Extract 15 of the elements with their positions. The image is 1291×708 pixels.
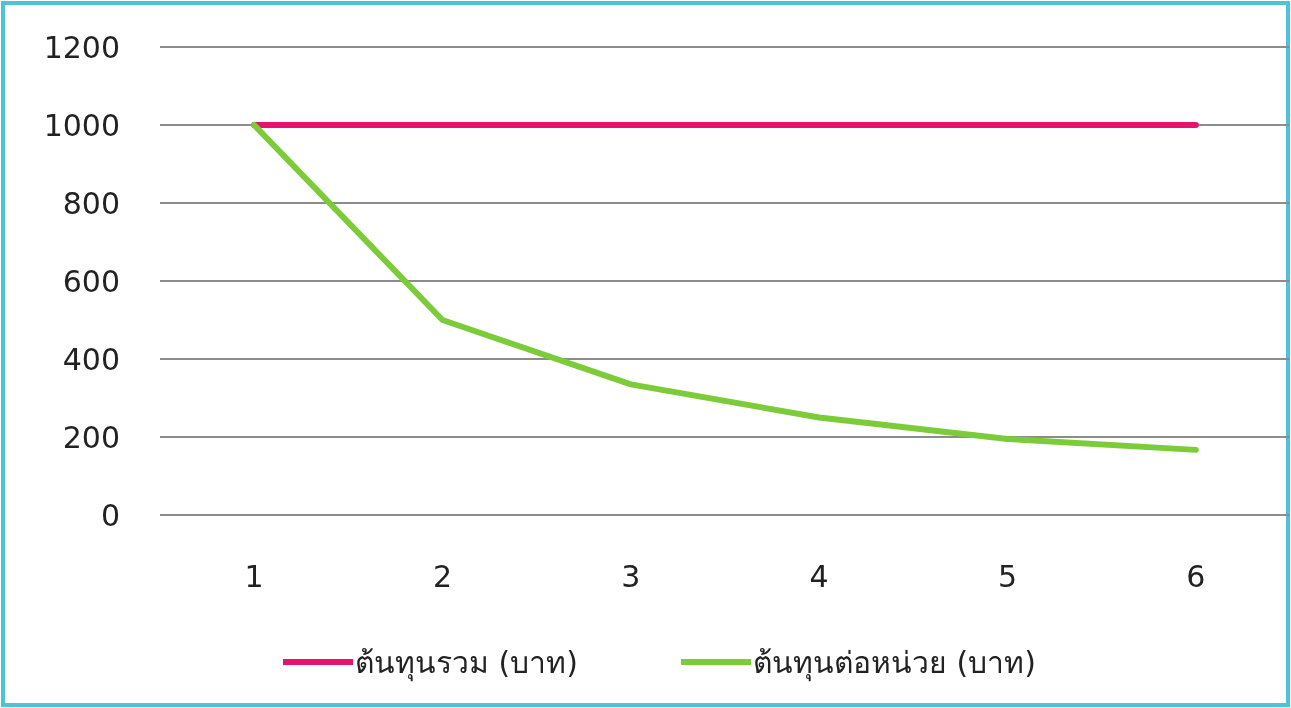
x-tick-label: 1 [244,559,264,594]
x-tick-label: 5 [997,559,1018,594]
x-tick-label: 4 [809,559,829,594]
y-tick-label: 400 [62,341,120,377]
y-tick-label: 200 [62,419,120,455]
x-tick-label: 6 [1186,559,1206,594]
y-tick-label: 1000 [43,107,120,143]
legend-label: ต้นทุนต่อหน่วย (บาท) [753,644,1036,682]
y-tick-label: 1200 [43,29,120,65]
x-tick-label: 3 [621,559,641,594]
legend-label: ต้นทุนรวม (บาท) [355,644,578,682]
y-tick-label: 0 [100,497,120,533]
x-tick-label: 2 [432,559,453,594]
y-tick-label: 600 [62,263,120,299]
y-tick-label: 800 [62,185,120,221]
